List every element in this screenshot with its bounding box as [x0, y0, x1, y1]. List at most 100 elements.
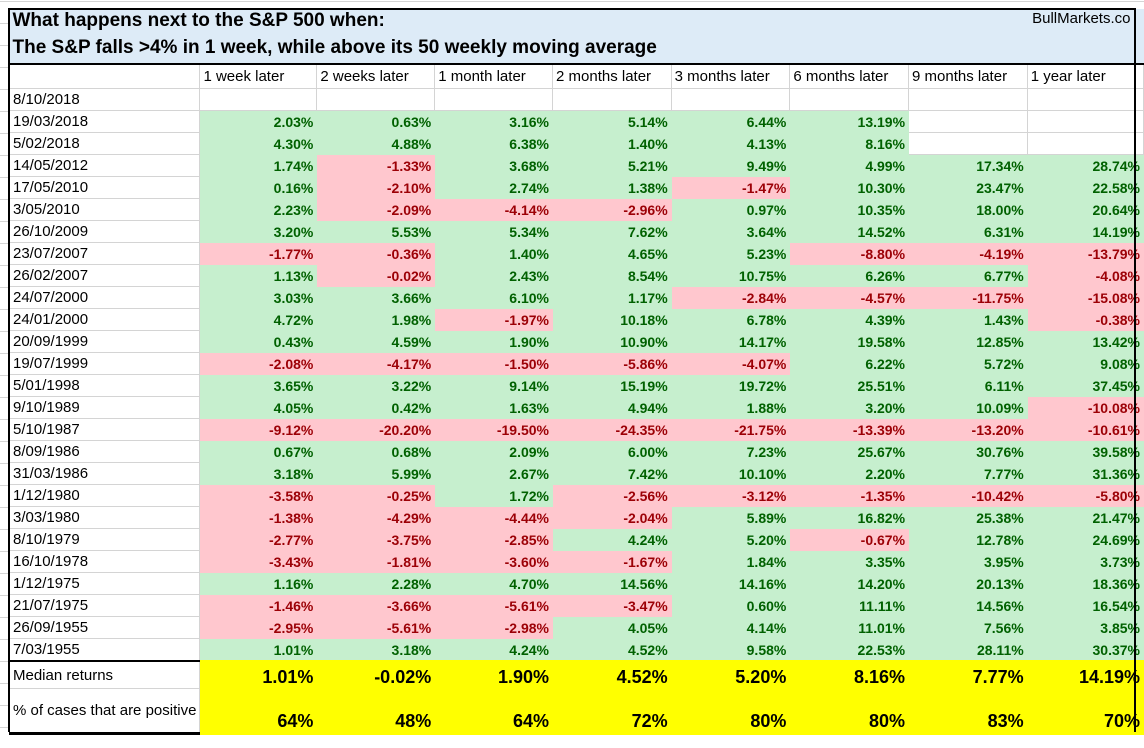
return-cell[interactable]: 15.19% [552, 374, 672, 397]
return-cell[interactable]: 3.85% [1026, 616, 1144, 639]
return-cell[interactable]: 25.38% [908, 506, 1028, 529]
return-cell[interactable]: -2.08% [199, 352, 318, 375]
return-cell[interactable]: -0.02% [316, 264, 436, 287]
return-cell[interactable]: 6.38% [434, 132, 553, 155]
return-cell[interactable]: 3.73% [1026, 550, 1144, 573]
return-cell[interactable]: -4.17% [316, 352, 436, 375]
return-cell[interactable] [316, 88, 436, 111]
return-cell[interactable]: 2.23% [199, 198, 318, 221]
return-cell[interactable]: -3.75% [316, 528, 436, 551]
return-cell[interactable]: 2.28% [316, 572, 436, 595]
return-cell[interactable]: -2.84% [670, 286, 791, 309]
return-cell[interactable]: 3.20% [199, 220, 318, 243]
return-cell[interactable]: 28.11% [908, 638, 1028, 662]
return-cell[interactable]: 13.19% [789, 110, 910, 133]
return-cell[interactable]: 2.67% [434, 462, 553, 485]
return-cell[interactable]: 3.66% [316, 286, 436, 309]
return-cell[interactable]: 4.88% [316, 132, 436, 155]
return-cell[interactable]: 8.16% [789, 132, 910, 155]
return-cell[interactable]: 6.78% [670, 308, 791, 331]
return-cell[interactable]: 14.19% [1026, 220, 1144, 243]
return-cell[interactable]: 6.44% [670, 110, 791, 133]
date-cell[interactable]: 26/02/2007 [8, 264, 201, 287]
return-cell[interactable]: -4.07% [670, 352, 791, 375]
date-cell[interactable]: 9/10/1989 [8, 396, 201, 419]
return-cell[interactable]: -2.95% [199, 616, 318, 639]
return-cell[interactable]: 9.58% [670, 638, 791, 662]
return-cell[interactable]: 4.59% [316, 330, 436, 353]
return-cell[interactable]: 14.17% [670, 330, 791, 353]
date-cell[interactable]: 8/10/1979 [8, 528, 201, 551]
date-cell[interactable]: 19/03/2018 [8, 110, 201, 133]
return-cell[interactable]: -0.36% [316, 242, 436, 265]
median-value[interactable]: 8.16% [789, 660, 910, 689]
return-cell[interactable]: 4.94% [552, 396, 672, 419]
median-value[interactable]: 1.01% [199, 660, 318, 689]
return-cell[interactable]: -5.61% [434, 594, 553, 617]
return-cell[interactable]: 11.01% [789, 616, 910, 639]
return-cell[interactable]: 3.18% [316, 638, 436, 662]
return-cell[interactable]: -5.86% [552, 352, 672, 375]
return-cell[interactable]: 7.77% [908, 462, 1028, 485]
return-cell[interactable]: 1.74% [199, 154, 318, 177]
return-cell[interactable]: 5.34% [434, 220, 553, 243]
return-cell[interactable]: 4.52% [552, 638, 672, 662]
column-header[interactable]: 1 year later [1026, 63, 1144, 89]
return-cell[interactable]: 1.98% [316, 308, 436, 331]
return-cell[interactable]: -20.20% [316, 418, 436, 441]
return-cell[interactable]: 17.34% [908, 154, 1028, 177]
return-cell[interactable]: 3.16% [434, 110, 553, 133]
column-header[interactable]: 3 months later [670, 63, 791, 89]
date-cell[interactable]: 5/01/1998 [8, 374, 201, 397]
return-cell[interactable]: 0.68% [316, 440, 436, 463]
return-cell[interactable]: 18.00% [908, 198, 1028, 221]
return-cell[interactable]: 1.13% [199, 264, 318, 287]
return-cell[interactable]: 1.72% [434, 484, 553, 507]
date-cell[interactable]: 26/09/1955 [8, 616, 201, 639]
return-cell[interactable]: 1.01% [199, 638, 318, 662]
return-cell[interactable]: 1.16% [199, 572, 318, 595]
return-cell[interactable]: 14.56% [908, 594, 1028, 617]
return-cell[interactable]: 0.63% [316, 110, 436, 133]
return-cell[interactable]: 23.47% [908, 176, 1028, 199]
return-cell[interactable]: 0.97% [670, 198, 791, 221]
return-cell[interactable]: 4.24% [434, 638, 553, 662]
return-cell[interactable] [199, 88, 318, 111]
return-cell[interactable]: -1.35% [789, 484, 910, 507]
return-cell[interactable]: 2.74% [434, 176, 553, 199]
date-cell[interactable]: 19/07/1999 [8, 352, 201, 375]
return-cell[interactable]: 24.69% [1026, 528, 1144, 551]
date-cell[interactable]: 8/10/2018 [8, 88, 201, 111]
median-value[interactable]: 14.19% [1026, 660, 1144, 689]
return-cell[interactable]: 5.72% [908, 352, 1028, 375]
return-cell[interactable]: -21.75% [670, 418, 791, 441]
return-cell[interactable]: 39.58% [1026, 440, 1144, 463]
return-cell[interactable]: 22.58% [1026, 176, 1144, 199]
return-cell[interactable]: 3.68% [434, 154, 553, 177]
positive-share-value[interactable]: 83% [908, 688, 1028, 735]
return-cell[interactable]: 4.99% [789, 154, 910, 177]
positive-share-value[interactable]: 80% [670, 688, 791, 735]
return-cell[interactable]: 1.40% [434, 242, 553, 265]
return-cell[interactable]: -19.50% [434, 418, 553, 441]
return-cell[interactable]: 14.56% [552, 572, 672, 595]
return-cell[interactable]: 3.22% [316, 374, 436, 397]
return-cell[interactable]: 11.11% [789, 594, 910, 617]
return-cell[interactable]: 6.77% [908, 264, 1028, 287]
date-cell[interactable]: 26/10/2009 [8, 220, 201, 243]
return-cell[interactable] [908, 132, 1028, 155]
return-cell[interactable]: 10.09% [908, 396, 1028, 419]
return-cell[interactable]: 5.14% [552, 110, 672, 133]
return-cell[interactable]: -3.60% [434, 550, 553, 573]
return-cell[interactable]: 5.20% [670, 528, 791, 551]
return-cell[interactable]: -10.61% [1026, 418, 1144, 441]
title-line-2[interactable]: The S&P falls >4% in 1 week, while above… [9, 33, 1144, 64]
return-cell[interactable]: 10.75% [670, 264, 791, 287]
return-cell[interactable]: -8.80% [789, 242, 910, 265]
date-cell[interactable]: 3/05/2010 [8, 198, 201, 221]
return-cell[interactable]: 3.03% [199, 286, 318, 309]
positive-share-value[interactable]: 80% [789, 688, 910, 735]
return-cell[interactable]: 1.84% [670, 550, 791, 573]
date-cell[interactable]: 8/09/1986 [8, 440, 201, 463]
return-cell[interactable]: -2.96% [552, 198, 672, 221]
